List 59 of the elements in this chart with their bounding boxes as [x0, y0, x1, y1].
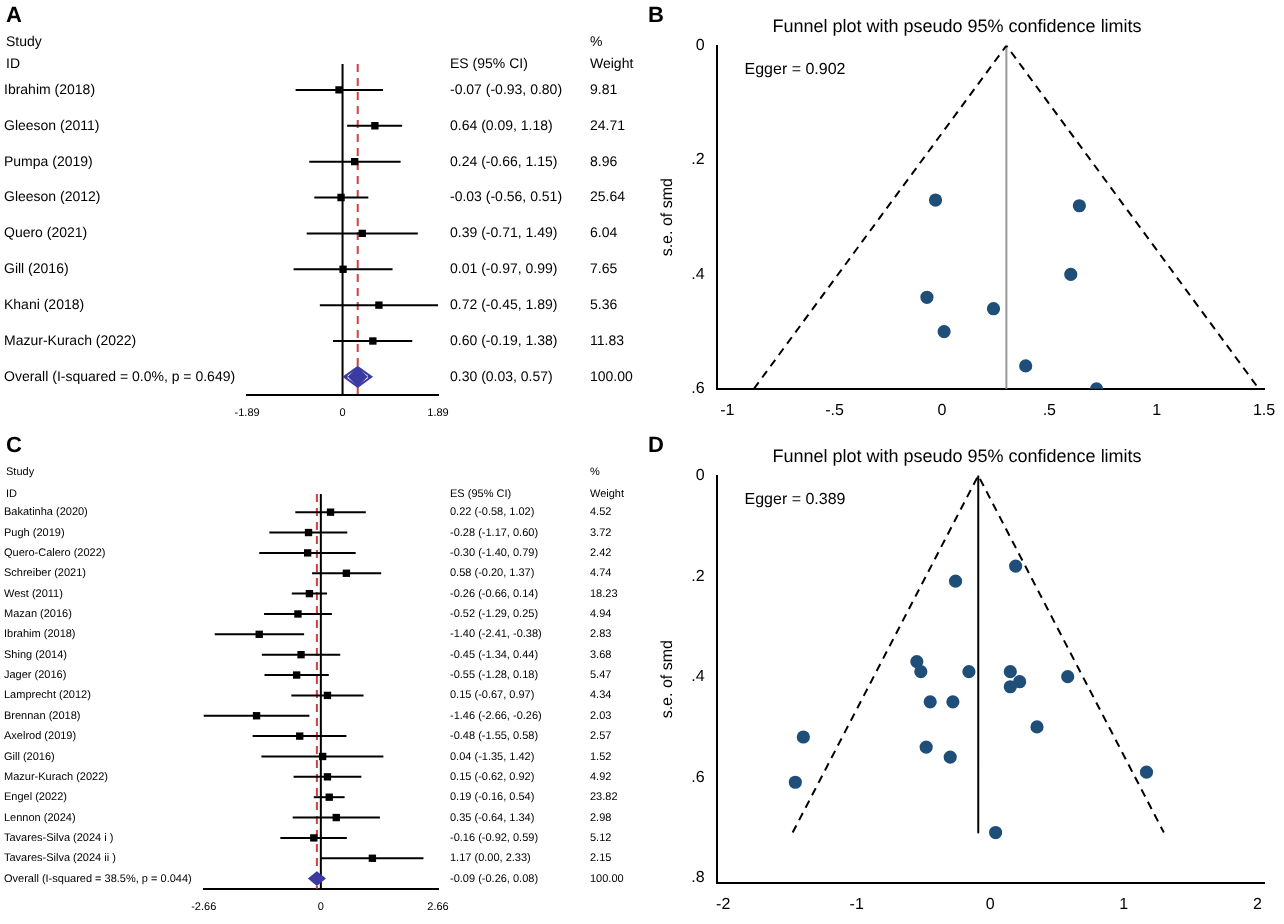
- text: A: [6, 4, 22, 29]
- x-tick-label: 1: [1152, 400, 1163, 419]
- point: [1003, 665, 1017, 679]
- point: [1030, 720, 1044, 734]
- chart-title: Funnel plot with pseudo 95% confidence limits: [772, 15, 1143, 36]
- y-tick-label: .6: [691, 767, 706, 786]
- point: [920, 290, 934, 304]
- y-tick-label: .4: [691, 264, 706, 283]
- point: [946, 695, 960, 709]
- point: [294, 610, 302, 618]
- point: [375, 301, 383, 309]
- annotation: Egger = 0.902: [744, 60, 847, 79]
- x-tick-label: 1.5: [1252, 400, 1277, 419]
- x-tick-label: 0: [937, 400, 948, 419]
- point: [1072, 199, 1086, 213]
- y-tick-label: .4: [691, 667, 706, 686]
- point: [910, 655, 924, 669]
- y-tick-label: 0: [695, 36, 706, 55]
- point: [1009, 559, 1023, 573]
- x-tick-label: .5: [1042, 400, 1058, 419]
- y-axis-title: s.e. of smd: [658, 178, 677, 257]
- annotation: Egger = 0.389: [744, 490, 847, 509]
- y-tick-label: .2: [691, 566, 706, 585]
- point: [914, 665, 928, 679]
- y-axis-title: s.e. of smd: [658, 640, 677, 719]
- x-tick-label: 0: [985, 894, 996, 913]
- y-tick-label: .2: [691, 150, 706, 169]
- y-tick-label: .8: [691, 868, 706, 887]
- text: C: [6, 434, 22, 459]
- x-tick-label: 1: [1119, 894, 1130, 913]
- point: [1019, 359, 1033, 373]
- point: [1139, 765, 1154, 779]
- point: [948, 574, 963, 588]
- text: B: [648, 4, 664, 29]
- point: [943, 750, 957, 764]
- point: [369, 337, 377, 345]
- point: [919, 740, 933, 754]
- text: D: [648, 434, 664, 459]
- point: [1061, 670, 1075, 684]
- y-tick-label: .6: [691, 379, 706, 398]
- y-tick-label: 0: [695, 466, 706, 485]
- point: [962, 665, 976, 679]
- x-tick-label: -2: [716, 894, 732, 913]
- point: [937, 325, 951, 339]
- point: [1064, 267, 1078, 281]
- x-tick-label: -1: [849, 894, 865, 913]
- x-tick-label: -.5: [825, 400, 846, 419]
- point: [986, 302, 1001, 316]
- point: [335, 86, 343, 94]
- point: [928, 193, 943, 207]
- x-tick-label: -1: [720, 400, 736, 419]
- point: [989, 825, 1003, 840]
- chart-title: Funnel plot with pseudo 95% confidence limits: [772, 445, 1143, 466]
- point: [923, 695, 937, 709]
- point: [1013, 675, 1027, 689]
- point: [788, 775, 802, 789]
- point: [1003, 680, 1017, 694]
- point: [796, 730, 810, 744]
- x-tick-label: 2: [1252, 894, 1263, 913]
